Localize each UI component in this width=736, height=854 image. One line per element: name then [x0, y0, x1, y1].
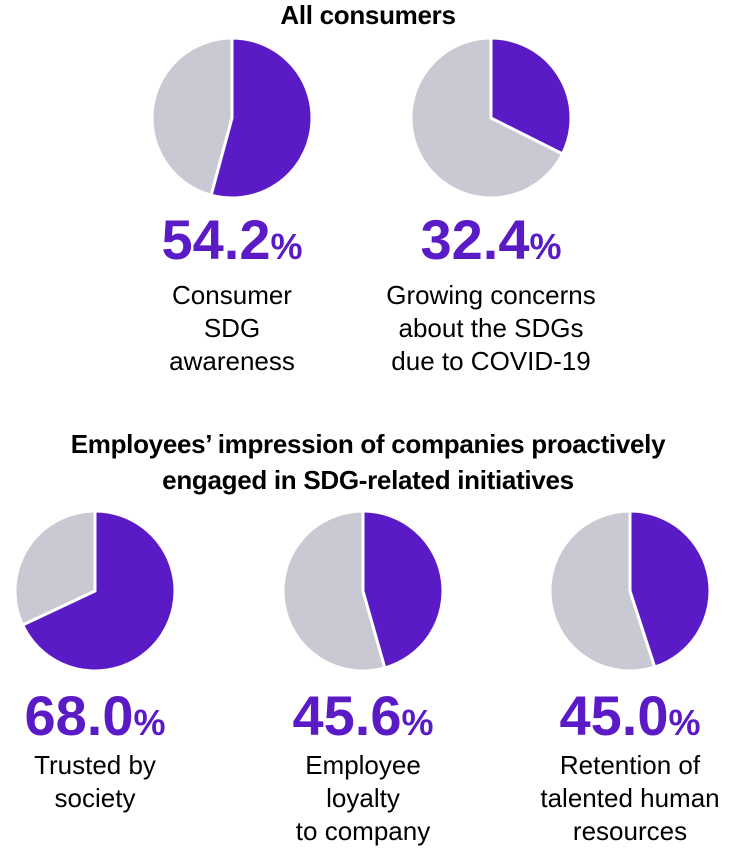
pie-remainder [409, 36, 565, 200]
category-label: Employee loyalty to company [295, 750, 431, 846]
pie-slice [209, 36, 314, 200]
value-label: 32.4% [420, 208, 562, 271]
category-label: Trusted by society [34, 750, 156, 813]
value-label: 68.0% [24, 684, 166, 747]
value-label: 45.6% [292, 684, 434, 747]
pie-remainder [150, 36, 234, 197]
value-label: 45.0% [559, 684, 701, 747]
pie-slice [361, 509, 445, 670]
category-label: Consumer SDG awareness [169, 280, 295, 376]
pie-remainder [13, 509, 97, 627]
category-label: Retention of talented human resources [540, 750, 720, 846]
pie-remainder [281, 509, 387, 673]
section-title: Employees’ impression of companies proac… [70, 429, 666, 495]
value-label: 54.2% [161, 208, 303, 271]
pie-slice [21, 509, 177, 673]
section-title: All consumers [280, 0, 456, 30]
category-label: Growing concerns about the SDGs due to C… [386, 280, 596, 376]
pie-slice [628, 509, 712, 669]
pie-slice [489, 36, 573, 156]
